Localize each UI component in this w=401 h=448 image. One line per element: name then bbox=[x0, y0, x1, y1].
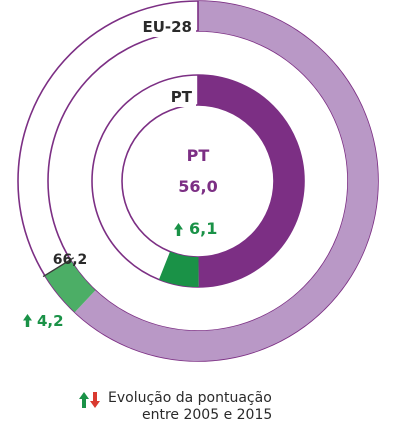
eu28-ring-label: EU-28 bbox=[142, 18, 192, 36]
eu28-value-arc bbox=[74, 1, 378, 361]
pt-growth-arc bbox=[158, 251, 199, 287]
eu28-delta-label: 4,2 bbox=[37, 312, 64, 330]
legend-line-1: Evolução da pontuação bbox=[108, 390, 272, 406]
legend-line-2: entre 2005 e 2015 bbox=[142, 407, 273, 423]
center-value: 56,0 bbox=[178, 177, 217, 196]
pt-label-bg bbox=[160, 86, 196, 107]
eu28-growth-arc bbox=[44, 259, 96, 313]
eu28-delta-up-arrow-icon bbox=[23, 314, 32, 327]
legend-up-down-arrows-icon bbox=[79, 392, 100, 408]
legend-text: Evolução da pontuação entre 2005 e 2015 bbox=[108, 390, 348, 424]
legend-up-arrow bbox=[79, 392, 89, 408]
legend-down-arrow bbox=[90, 392, 100, 408]
eu28-value-label: 66,2 bbox=[53, 252, 88, 268]
pt-ring-label: PT bbox=[171, 88, 193, 106]
pt-value-arc bbox=[198, 75, 304, 287]
eu28-value-marker bbox=[42, 257, 75, 278]
center-delta-up-arrow-icon bbox=[174, 223, 183, 236]
eu28-label-bg bbox=[138, 15, 196, 37]
center-label: PT bbox=[187, 146, 210, 165]
center-delta: 6,1 bbox=[189, 219, 217, 238]
